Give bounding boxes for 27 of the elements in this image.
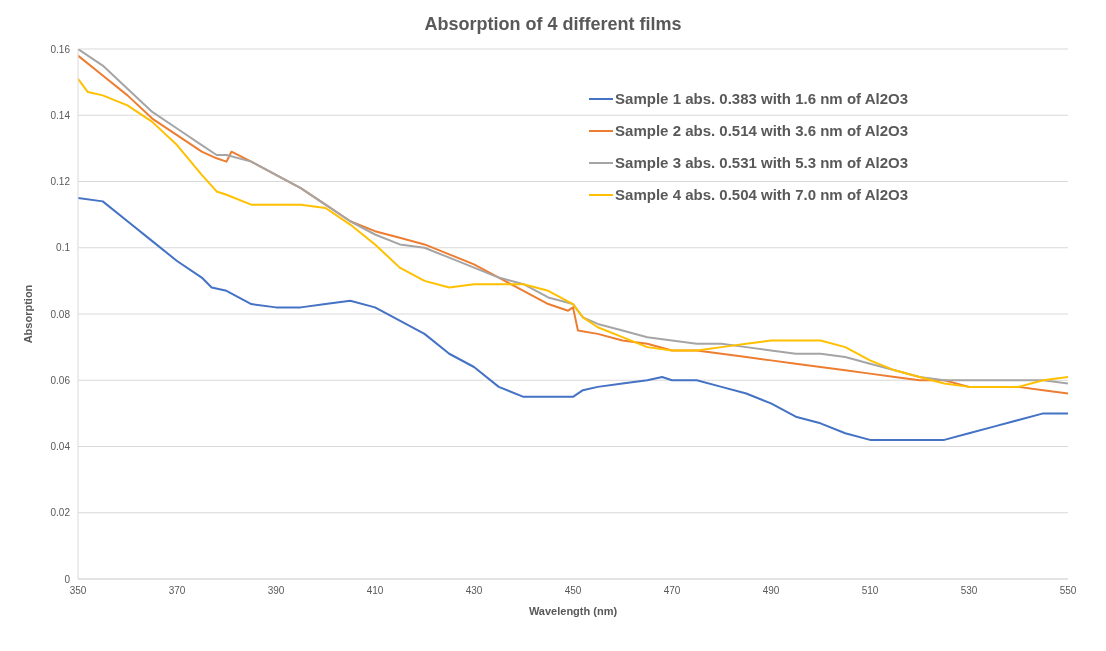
legend-label: Sample 1 abs. 0.383 with 1.6 nm of Al2O3 [615, 90, 908, 107]
x-tick-label: 390 [267, 585, 285, 597]
x-tick-label: 430 [465, 585, 483, 597]
x-tick-label: 450 [564, 585, 582, 597]
y-tick-label: 0.06 [50, 374, 71, 386]
legend-label: Sample 3 abs. 0.531 with 5.3 nm of Al2O3 [615, 154, 908, 171]
legend-label: Sample 4 abs. 0.504 with 7.0 nm of Al2O3 [615, 186, 908, 203]
legend-label: Sample 2 abs. 0.514 with 3.6 nm of Al2O3 [615, 122, 908, 139]
x-tick-label: 350 [69, 585, 87, 597]
x-tick-label: 550 [1059, 585, 1077, 597]
chart-title: Absorption of 4 different films [423, 13, 683, 36]
x-tick-label: 490 [762, 585, 780, 597]
y-tick-label: 0.16 [50, 43, 71, 55]
y-tick-label: 0.04 [50, 441, 71, 453]
x-axis-title: Wavelength (nm) [528, 605, 618, 617]
x-tick-label: 510 [861, 585, 879, 597]
x-tick-label: 530 [960, 585, 978, 597]
y-tick-label: 0 [64, 573, 71, 585]
x-tick-label: 470 [663, 585, 681, 597]
y-tick-label: 0.14 [50, 109, 71, 121]
y-axis-title: Absorption [21, 284, 34, 344]
y-tick-label: 0.1 [56, 242, 71, 254]
y-tick-label: 0.02 [50, 507, 71, 519]
y-tick-label: 0.08 [50, 308, 71, 320]
x-tick-label: 370 [168, 585, 186, 597]
y-tick-label: 0.12 [50, 176, 71, 188]
x-tick-label: 410 [366, 585, 384, 597]
